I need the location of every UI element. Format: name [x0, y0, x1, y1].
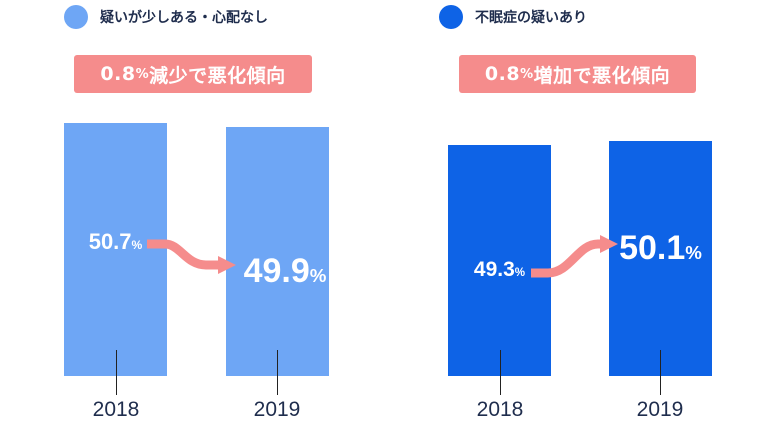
bar-value-2018: 49.3% [448, 258, 551, 282]
legend-swatch [439, 5, 463, 29]
bar-value-2019: 49.9% [226, 252, 344, 291]
tick-2018 [500, 350, 501, 395]
value-percent: % [685, 242, 702, 263]
banner-text: 減少で悪化傾向 [149, 64, 286, 87]
banner-percent: % [135, 66, 150, 82]
year-label-2018: 2018 [476, 398, 524, 421]
value-number: 49.3 [473, 258, 515, 281]
trend-banner: 0.8% 増加で悪化傾向 [459, 55, 696, 93]
bar-2019 [609, 141, 712, 376]
year-label-2019: 2019 [253, 398, 301, 421]
banner-text: 増加で悪化傾向 [533, 64, 671, 87]
legend: 疑いが少しある・心配なし [64, 4, 268, 30]
legend: 不眠症の疑いあり [439, 4, 587, 30]
year-label-2019: 2019 [636, 398, 684, 421]
bar-2019 [226, 126, 329, 376]
trend-banner: 0.8% 減少で悪化傾向 [74, 55, 312, 93]
year-label-2018: 2018 [92, 398, 140, 421]
legend-label: 不眠症の疑いあり [475, 10, 587, 26]
value-number: 50.7 [88, 229, 132, 254]
legend-swatch [64, 5, 88, 29]
tick-2019 [277, 350, 278, 395]
value-percent: % [514, 267, 526, 279]
tick-2019 [660, 350, 661, 395]
legend-label: 疑いが少しある・心配なし [100, 10, 268, 26]
banner-value: 0.8 [100, 63, 136, 85]
bar-value-2019: 50.1% [609, 229, 712, 268]
chart-panel-insomnia: 不眠症の疑いあり 0.8% 増加で悪化傾向 49.3% 50.1% 2018 20… [384, 0, 768, 425]
value-number: 50.1 [619, 229, 686, 267]
value-percent: % [131, 238, 143, 252]
tick-2018 [116, 350, 117, 395]
banner-percent: % [520, 66, 534, 82]
bar-value-2018: 50.7% [64, 229, 167, 255]
banner-value: 0.8 [484, 63, 521, 85]
value-number: 49.9 [243, 252, 310, 290]
chart-panel-no-insomnia: 疑いが少しある・心配なし 0.8% 減少で悪化傾向 50.7% 49.9% 201… [64, 4, 344, 421]
value-percent: % [309, 265, 327, 286]
